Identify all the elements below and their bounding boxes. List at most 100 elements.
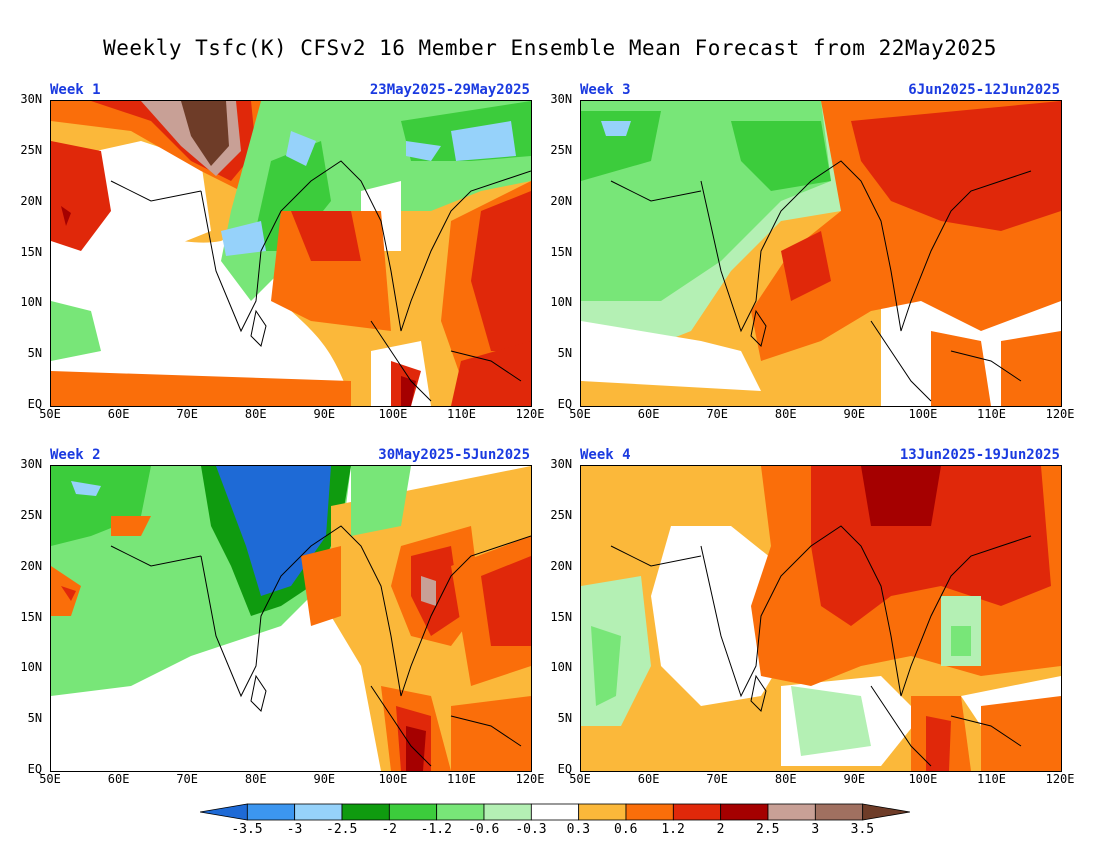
x-tick-label: 50E <box>569 407 591 421</box>
colorbar-swatch <box>200 803 248 821</box>
colorbar-swatch <box>862 803 910 821</box>
colorbar-swatch <box>578 803 627 821</box>
x-tick-label: 70E <box>706 407 729 421</box>
y-tick-label: 30N <box>20 457 43 471</box>
x-tick-label: 70E <box>176 407 199 421</box>
x-tick-label: 90E <box>313 772 336 786</box>
x-tick-label: 70E <box>176 772 199 786</box>
x-tick-label: 60E <box>637 407 660 421</box>
panel-week3-dates: 6Jun2025-12Jun2025 <box>908 82 1060 98</box>
y-tick-label: 30N <box>550 92 573 106</box>
colorbar-swatch <box>625 803 674 821</box>
y-tick-label: 15N <box>550 244 573 259</box>
y-tick-label: 15N <box>20 244 43 259</box>
x-tick-label: 100E <box>908 772 938 786</box>
x-tick-label: 110E <box>977 407 1006 421</box>
panel-week1-label: Week 1 <box>50 82 101 98</box>
y-tick-label: 20N <box>20 558 43 573</box>
y-tick-label: 30N <box>550 457 573 471</box>
x-tick-label: 70E <box>706 772 729 786</box>
y-tick-label: EQ <box>557 762 573 776</box>
colorbar-label: 3 <box>811 822 820 837</box>
colorbar-label: -0.6 <box>468 822 500 837</box>
panel-week2-dates: 30May2025-5Jun2025 <box>378 447 530 463</box>
panel-week3-label: Week 3 <box>580 82 631 98</box>
colorbar-label: 0.3 <box>566 822 591 837</box>
panel-week2-label: Week 2 <box>50 447 101 463</box>
colorbar-swatch <box>814 803 864 821</box>
x-tick-label: 110E <box>977 772 1006 786</box>
colorbar-swatch <box>672 803 722 821</box>
colorbar-label: 1.2 <box>661 822 685 837</box>
colorbar-swatch <box>388 803 438 821</box>
y-tick-label: 10N <box>20 295 43 310</box>
map-panel-week1 <box>50 100 532 407</box>
y-tick-label: 10N <box>20 660 43 675</box>
y-tick-label: 5N <box>27 711 43 726</box>
x-tick-label: 120E <box>1045 407 1075 421</box>
y-tick-label: 15N <box>20 609 43 624</box>
colorbar-label: 0.6 <box>614 822 638 837</box>
colorbar-swatch <box>720 803 769 821</box>
y-tick-label: 5N <box>557 711 573 726</box>
colorbar <box>200 803 910 821</box>
x-tick-label: 80E <box>244 407 267 421</box>
y-tick-label: EQ <box>27 762 43 776</box>
y-tick-label: 10N <box>550 660 573 675</box>
colorbar-swatch <box>246 803 296 821</box>
x-tick-label: 100E <box>378 407 408 421</box>
y-tick-label: EQ <box>27 397 43 411</box>
x-tick-label: 50E <box>569 772 591 786</box>
x-tick-label: 120E <box>515 407 545 421</box>
colorbar-swatch <box>530 803 580 821</box>
colorbar-swatch <box>341 803 390 821</box>
map-panel-week2 <box>50 465 532 772</box>
y-tick-label: 20N <box>550 558 573 573</box>
y-tick-label: 5N <box>27 346 43 361</box>
x-tick-label: 80E <box>774 407 797 421</box>
colorbar-label: 3.5 <box>850 822 875 837</box>
x-tick-label: 90E <box>313 407 336 421</box>
colorbar-swatch <box>294 803 343 821</box>
panel-week4-dates: 13Jun2025-19Jun2025 <box>899 447 1060 463</box>
y-tick-label: 10N <box>550 295 573 310</box>
map-panel-week3 <box>580 100 1062 407</box>
x-tick-label: 80E <box>774 772 797 786</box>
x-tick-label: 110E <box>447 407 476 421</box>
colorbar-label: -2.5 <box>326 822 358 837</box>
colorbar-label: 2 <box>716 822 725 837</box>
y-tick-label: 25N <box>550 507 573 522</box>
y-tick-label: 25N <box>20 507 43 522</box>
x-tick-label: 90E <box>843 407 866 421</box>
x-tick-label: 100E <box>378 772 408 786</box>
colorbar-label: -2 <box>381 822 397 837</box>
y-tick-label: 20N <box>550 193 573 208</box>
y-tick-label: 20N <box>20 193 43 208</box>
y-tick-label: 30N <box>20 92 43 106</box>
colorbar-swatch <box>483 803 532 821</box>
x-tick-label: 60E <box>107 772 130 786</box>
x-tick-label: 50E <box>39 772 61 786</box>
y-tick-label: 15N <box>550 609 573 624</box>
x-tick-label: 100E <box>908 407 938 421</box>
colorbar-label: -1.2 <box>420 822 452 837</box>
y-tick-label: 25N <box>550 142 573 157</box>
colorbar-label: -3.5 <box>231 822 263 837</box>
panel-week4-label: Week 4 <box>580 447 631 463</box>
colorbar-label: 2.5 <box>756 822 780 837</box>
colorbar-swatch <box>767 803 816 821</box>
x-tick-label: 120E <box>515 772 545 786</box>
y-tick-label: 25N <box>20 142 43 157</box>
x-tick-label: 110E <box>447 772 476 786</box>
x-tick-label: 60E <box>107 407 130 421</box>
x-tick-label: 80E <box>244 772 267 786</box>
panel-week1-dates: 23May2025-29May2025 <box>369 82 530 98</box>
colorbar-swatch <box>436 803 485 821</box>
x-tick-label: 50E <box>39 407 61 421</box>
x-tick-label: 60E <box>637 772 660 786</box>
colorbar-label: -0.3 <box>515 822 547 837</box>
figure-title: Weekly Tsfc(K) CFSv2 16 Member Ensemble … <box>103 36 997 60</box>
x-tick-label: 90E <box>843 772 866 786</box>
colorbar-label: -3 <box>286 822 303 837</box>
y-tick-label: 5N <box>557 346 573 361</box>
